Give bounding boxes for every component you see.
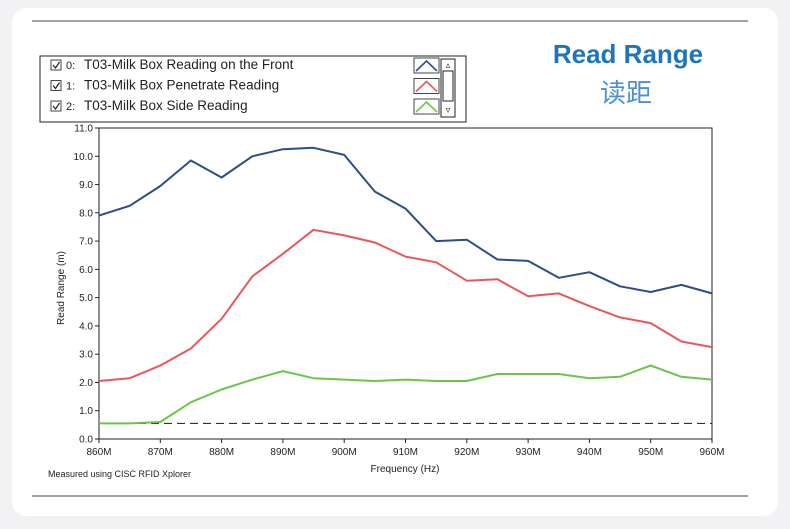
x-tick-label: 950M (638, 447, 663, 458)
legend-swatch (413, 78, 440, 94)
card-background (12, 8, 778, 516)
legend-swatch-line-icon (415, 59, 438, 72)
x-tick-label: 880M (209, 447, 234, 458)
legend-item-1[interactable]: 1: T03-Milk Box Penetrate Reading (50, 78, 440, 94)
y-axis-label: Read Range (m) (56, 251, 67, 325)
legend-swatch-line-icon (415, 100, 438, 113)
y-tick-label: 4.0 (79, 321, 93, 332)
legend-item-index: 0: (66, 60, 75, 72)
legend-item-index: 1: (66, 81, 75, 93)
legend-item-0[interactable]: 0: T03-Milk Box Reading on the Front (50, 57, 440, 74)
legend-item-label: T03-Milk Box Reading on the Front (84, 57, 294, 72)
y-tick-label: 5.0 (79, 293, 93, 304)
series-line-2 (99, 364, 713, 425)
y-tick-label: 9.0 (79, 180, 93, 191)
legend-scroll-down-icon[interactable]: ▿ (446, 105, 451, 115)
series-line-1 (98, 228, 713, 382)
y-tick-label: 10.0 (74, 152, 94, 163)
x-tick-label: 860M (86, 447, 111, 458)
legend-scroll-thumb[interactable] (442, 70, 454, 102)
legend-item-index: 2: (66, 101, 75, 113)
legend-scroll-up-icon[interactable]: ▵ (446, 60, 451, 70)
x-axis-label: Frequency (Hz) (371, 464, 440, 475)
x-tick-label: 870M (148, 447, 173, 458)
checkmark-icon (52, 61, 60, 70)
x-tick-label: 960M (699, 447, 724, 458)
x-tick-label: 900M (332, 447, 357, 458)
axes: 0.0 1.0 2.0 3.0 4.0 5.0 6.0 7.0 8.0 9.0 10.0 11.0 86… (74, 124, 725, 459)
y-tick-label: 3.0 (79, 350, 93, 361)
x-tick-label: 890M (270, 447, 295, 458)
series-layer (98, 146, 713, 425)
x-tick-label: 920M (454, 447, 479, 458)
legend-item-2[interactable]: 2: T03-Milk Box Side Reading (50, 98, 440, 115)
x-tick-label: 940M (577, 447, 602, 458)
y-tick-label: 11.0 (74, 124, 93, 135)
checkmark-icon (52, 102, 60, 111)
legend-item-label: T03-Milk Box Penetrate Reading (84, 78, 279, 93)
legend-checkbox[interactable] (50, 80, 62, 91)
legend-swatch (413, 98, 440, 115)
y-tick-label: 6.0 (79, 265, 93, 276)
y-tick-label: 1.0 (79, 406, 93, 417)
checkmark-icon (52, 82, 60, 90)
legend-checkbox[interactable] (50, 59, 62, 71)
chart-subtitle: 读距 (600, 78, 652, 108)
legend-box (39, 55, 467, 123)
y-tick-label: 2.0 (79, 378, 93, 389)
y-tick-label: 0.0 (79, 435, 93, 446)
y-tick-label: 8.0 (79, 208, 93, 219)
series-line-0 (98, 146, 713, 295)
legend: 0: T03-Milk Box Reading on the Front 1: T03… (39, 55, 467, 123)
footer-note: Measured using CISC RFID Xplorer (48, 469, 191, 479)
chart-title: Read Range (553, 39, 703, 69)
x-tick-label: 930M (516, 447, 541, 458)
legend-swatch (413, 57, 440, 74)
y-tick-label: 7.0 (79, 237, 93, 248)
legend-swatch-line-icon (415, 80, 438, 93)
legend-item-label: T03-Milk Box Side Reading (84, 98, 248, 113)
legend-checkbox[interactable] (50, 100, 62, 112)
x-tick-label: 910M (393, 447, 418, 458)
